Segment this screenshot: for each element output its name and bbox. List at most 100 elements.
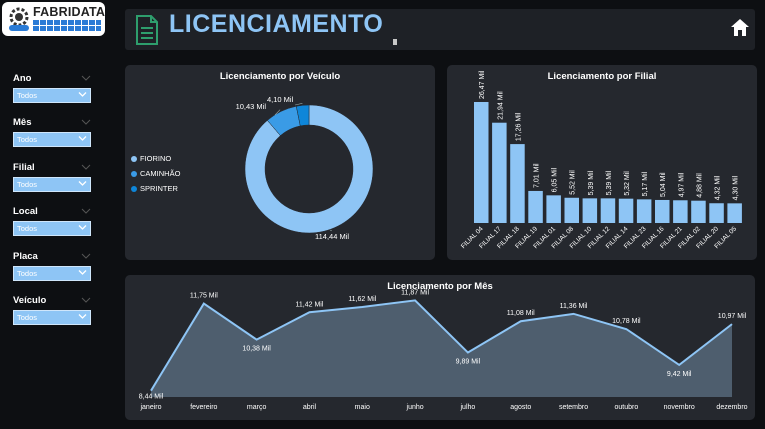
data-label: 11,87 Mil [401,289,429,296]
chevron-down-icon [78,92,87,97]
data-label: 4,32 Mil [715,175,722,200]
filter-dropdown[interactable]: Todos [13,132,91,147]
data-label: 5,04 Mil [660,172,667,197]
chart-title: Licenciamento por Mês [387,281,493,292]
filter-mes: Mês Todos [13,116,91,147]
series-line [150,299,733,392]
header-indicator [393,39,397,45]
category-label: junho [406,404,424,411]
filter-ano: Ano Todos [13,72,91,103]
chevron-down-icon[interactable] [81,295,91,305]
filter-value: Todos [17,268,38,278]
filter-label: Local [13,206,38,217]
bar [564,197,579,223]
category-label: agosto [510,404,531,411]
legend-swatch [131,185,137,192]
category-label: abril [303,404,317,411]
legend-item[interactable]: CAMINHÃO [131,166,180,181]
data-label: 11,62 Mil [348,296,376,303]
filter-dropdown[interactable]: Todos [13,88,91,103]
chevron-down-icon[interactable] [81,117,91,127]
legend-label: SPRINTER [140,184,178,193]
data-label: 5,52 Mil [570,170,577,195]
vehicle-chart-card: Licenciamento por Veículo FIORINO CAMINH… [125,65,435,260]
filter-dropdown[interactable]: Todos [13,177,91,192]
bar [655,199,670,223]
filter-dropdown[interactable]: Todos [13,266,91,281]
data-label-leader [329,229,333,232]
filial-chart-card: Licenciamento por Filial 26,47 Mil FILIAL… [447,65,757,260]
filter-label: Placa [13,251,38,262]
data-label: 10,38 Mil [242,346,271,353]
chevron-down-icon[interactable] [81,73,91,83]
filter-veiculo: Veículo Todos [13,294,91,325]
page-header: LICENCIAMENTO [125,9,755,50]
legend-label: FIORINO [140,154,172,163]
data-label: 6,05 Mil [552,167,559,192]
data-label: 7,01 Mil [534,163,541,188]
filter-value: Todos [17,90,38,100]
bar [474,101,489,223]
bar [546,195,561,223]
data-label: 4,10 Mil [267,95,294,104]
filter-label: Filial [13,162,35,173]
data-label: 11,36 Mil [560,303,588,310]
filter-label: Veículo [13,295,47,306]
data-label: 4,30 Mil [733,175,740,200]
data-label: 5,39 Mil [606,170,613,195]
data-label: 9,89 Mil [456,359,481,366]
legend-swatch [131,155,137,162]
chevron-down-icon[interactable] [81,251,91,261]
data-label: 11,08 Mil [507,310,535,317]
donut-slice [296,104,310,127]
data-label: 10,97 Mil [718,313,747,320]
legend-item[interactable]: FIORINO [131,151,180,166]
bar [691,200,706,223]
month-chart-card: Licenciamento por Mês 8,44 Mil janeiro 11,… [125,275,755,420]
chevron-down-icon [78,225,87,230]
chevron-down-icon[interactable] [81,162,91,172]
data-label: 5,17 Mil [642,171,649,196]
filter-dropdown[interactable]: Todos [13,221,91,236]
chevron-down-icon [78,181,87,186]
filter-filial: Filial Todos [13,161,91,192]
filter-value: Todos [17,134,38,144]
data-label: 10,43 Mil [236,102,267,111]
data-label: 8,44 Mil [139,394,164,401]
data-label: 10,78 Mil [612,318,641,325]
area-chart: 8,44 Mil janeiro 11,75 Mil fevereiro 10,38 M… [139,289,748,411]
chevron-down-icon [78,136,87,141]
data-label: 26,47 Mil [479,70,486,99]
logo-grid-icon [33,20,101,31]
bar [492,122,507,223]
category-label: fevereiro [190,404,217,411]
category-label: novembro [664,404,695,411]
filter-value: Todos [17,179,38,189]
data-label: 4,88 Mil [696,173,703,198]
legend-swatch [131,170,137,177]
chart-title: Licenciamento por Veículo [219,71,341,82]
bar [582,198,598,223]
legend-item[interactable]: SPRINTER [131,181,180,196]
page-title: LICENCIAMENTO [169,10,384,38]
home-icon[interactable] [730,18,750,37]
logo-text: FABRIDATA [33,5,106,19]
filter-value: Todos [17,312,38,322]
category-label: março [247,404,267,411]
data-label: 9,42 Mil [667,371,692,378]
chevron-down-icon[interactable] [81,206,91,216]
data-label-leader [274,109,281,116]
data-label: 11,75 Mil [190,293,218,300]
category-label: dezembro [716,404,747,411]
chart-legend: FIORINO CAMINHÃO SPRINTER [131,151,180,196]
data-label: 5,32 Mil [624,171,631,196]
category-label: maio [355,404,370,411]
chevron-down-icon [78,270,87,275]
filter-dropdown[interactable]: Todos [13,310,91,325]
data-label: 4,97 Mil [678,172,685,197]
data-label-leader [294,103,303,106]
bar [510,144,525,223]
area-fill [151,300,732,397]
